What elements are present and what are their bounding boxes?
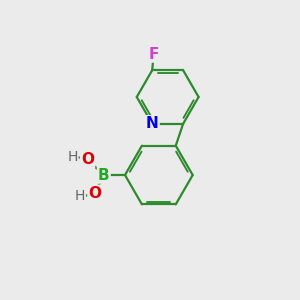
- Text: H: H: [75, 189, 85, 203]
- Text: O: O: [88, 186, 101, 201]
- Text: F: F: [148, 46, 159, 62]
- Text: B: B: [98, 167, 110, 182]
- Text: H: H: [68, 150, 78, 164]
- Text: O: O: [81, 152, 94, 167]
- Text: N: N: [146, 116, 159, 131]
